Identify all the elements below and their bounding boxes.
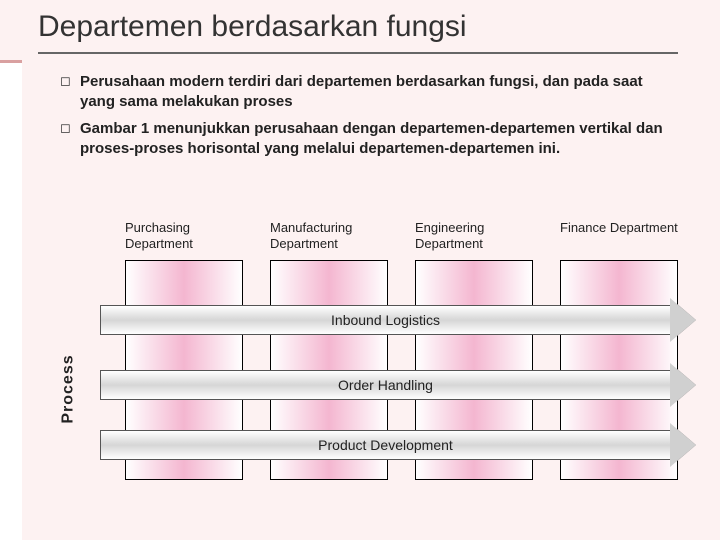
process-arrow-inbound: Inbound Logistics bbox=[100, 305, 696, 335]
bullet-item: ◻ Perusahaan modern terdiri dari departe… bbox=[60, 72, 680, 113]
dept-label: Manufacturing Department bbox=[270, 220, 398, 254]
process-arrow-label: Inbound Logistics bbox=[100, 305, 670, 335]
bullet-list: ◻ Perusahaan modern terdiri dari departe… bbox=[60, 72, 680, 165]
bullet-text: Gambar 1 menunjukkan perusahaan dengan d… bbox=[80, 119, 680, 160]
arrow-head-icon bbox=[670, 423, 696, 467]
title-underline bbox=[38, 52, 678, 54]
dept-label: Purchasing Department bbox=[125, 220, 253, 254]
dept-label: Finance Department bbox=[560, 220, 688, 254]
dept-label: Engineering Department bbox=[415, 220, 543, 254]
arrow-head-icon bbox=[670, 298, 696, 342]
bullet-marker-icon: ◻ bbox=[60, 72, 80, 113]
bullet-marker-icon: ◻ bbox=[60, 119, 80, 160]
page-title: Departemen berdasarkan fungsi bbox=[38, 10, 467, 48]
process-axis-label: Process bbox=[60, 354, 78, 423]
bullet-text: Perusahaan modern terdiri dari departeme… bbox=[80, 72, 680, 113]
bullet-item: ◻ Gambar 1 menunjukkan perusahaan dengan… bbox=[60, 119, 680, 160]
process-arrow-label: Order Handling bbox=[100, 370, 670, 400]
diagram-area: Purchasing Department Manufacturing Depa… bbox=[70, 220, 690, 520]
left-accent-stripe bbox=[0, 60, 22, 540]
process-arrow-product: Product Development bbox=[100, 430, 696, 460]
arrow-head-icon bbox=[670, 363, 696, 407]
process-arrow-label: Product Development bbox=[100, 430, 670, 460]
process-arrow-order: Order Handling bbox=[100, 370, 696, 400]
